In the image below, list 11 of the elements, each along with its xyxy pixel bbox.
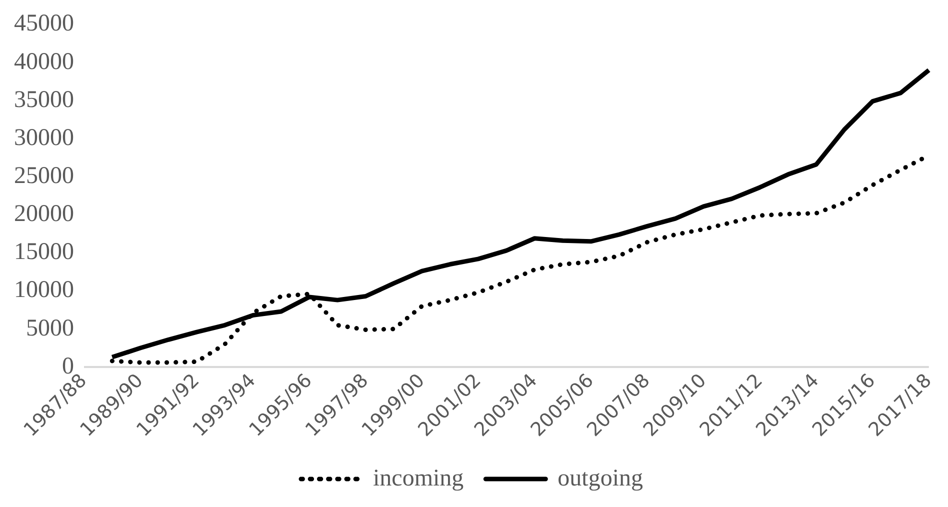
y-tick-label: 10000 (14, 277, 74, 304)
y-tick-label: 25000 (14, 162, 74, 189)
y-tick-label: 30000 (14, 124, 74, 151)
y-tick-label: 20000 (14, 201, 74, 228)
legend-label: outgoing (558, 465, 644, 492)
y-tick-label: 45000 (14, 10, 74, 37)
y-tick-label: 35000 (14, 86, 74, 113)
legend-label: incoming (373, 465, 464, 492)
y-tick-label: 5000 (26, 315, 74, 342)
y-tick-label: 40000 (14, 48, 74, 75)
y-tick-label: 15000 (14, 239, 74, 266)
